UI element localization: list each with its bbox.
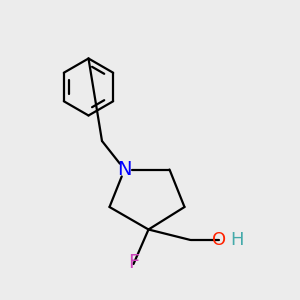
Text: H: H bbox=[230, 231, 244, 249]
Text: O: O bbox=[212, 231, 226, 249]
Text: F: F bbox=[128, 253, 139, 272]
Text: N: N bbox=[117, 160, 132, 179]
